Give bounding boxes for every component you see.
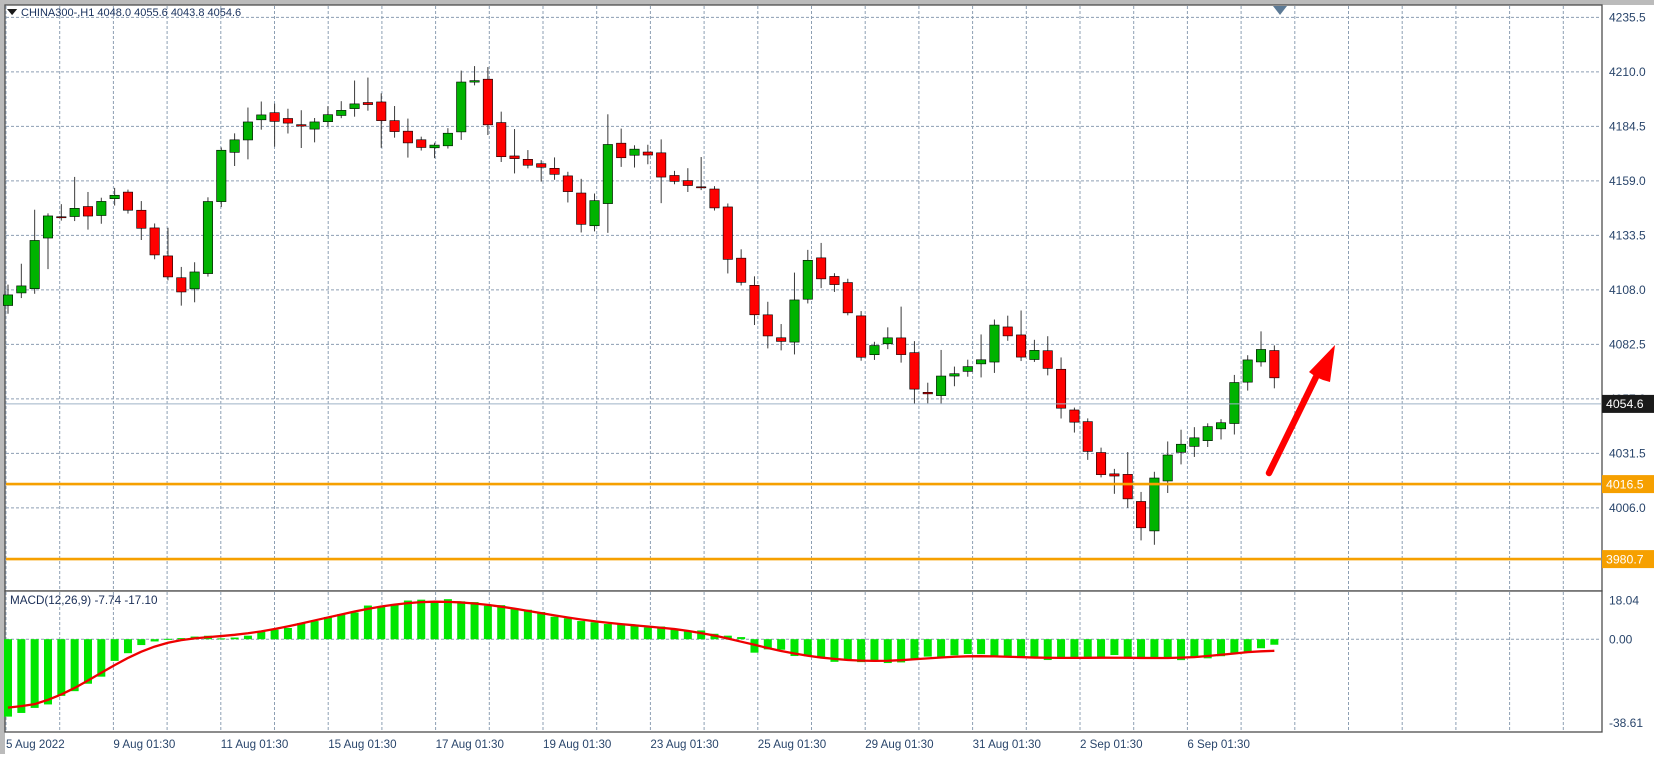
svg-text:11 Aug 01:30: 11 Aug 01:30 <box>221 738 288 751</box>
svg-text:4006.0: 4006.0 <box>1609 501 1646 515</box>
svg-text:9 Aug 01:30: 9 Aug 01:30 <box>113 738 175 751</box>
svg-text:4184.5: 4184.5 <box>1609 119 1646 133</box>
svg-text:5 Aug 2022: 5 Aug 2022 <box>6 738 65 751</box>
svg-text:18.04: 18.04 <box>1609 594 1639 608</box>
svg-text:4133.5: 4133.5 <box>1609 228 1646 242</box>
svg-text:0.00: 0.00 <box>1609 633 1633 647</box>
svg-text:31 Aug 01:30: 31 Aug 01:30 <box>973 738 1041 751</box>
svg-text:23 Aug 01:30: 23 Aug 01:30 <box>650 738 718 751</box>
svg-text:15 Aug 01:30: 15 Aug 01:30 <box>328 738 396 751</box>
svg-text:4016.5: 4016.5 <box>1606 477 1644 491</box>
svg-text:4031.5: 4031.5 <box>1609 446 1646 460</box>
svg-text:4159.0: 4159.0 <box>1609 174 1646 188</box>
svg-text:-38.61: -38.61 <box>1609 716 1643 730</box>
svg-text:2 Sep 01:30: 2 Sep 01:30 <box>1080 738 1143 751</box>
svg-text:17 Aug 01:30: 17 Aug 01:30 <box>436 738 504 751</box>
svg-text:4054.6: 4054.6 <box>1606 397 1644 411</box>
svg-text:25 Aug 01:30: 25 Aug 01:30 <box>758 738 826 751</box>
svg-text:CHINA300-,H1 4048.0 4055.6 40: CHINA300-,H1 4048.0 4055.6 4043.8 4054.6 <box>21 7 241 19</box>
svg-text:4108.0: 4108.0 <box>1609 283 1646 297</box>
svg-text:19 Aug 01:30: 19 Aug 01:30 <box>543 738 611 751</box>
svg-text:29 Aug 01:30: 29 Aug 01:30 <box>865 738 933 751</box>
svg-text:3980.7: 3980.7 <box>1606 552 1644 566</box>
svg-text:4210.0: 4210.0 <box>1609 65 1646 79</box>
svg-text:MACD(12,26,9) -7.74 -17.10: MACD(12,26,9) -7.74 -17.10 <box>10 594 158 607</box>
svg-text:4235.5: 4235.5 <box>1609 10 1646 24</box>
svg-text:4082.5: 4082.5 <box>1609 337 1646 351</box>
svg-text:6 Sep 01:30: 6 Sep 01:30 <box>1187 738 1250 751</box>
